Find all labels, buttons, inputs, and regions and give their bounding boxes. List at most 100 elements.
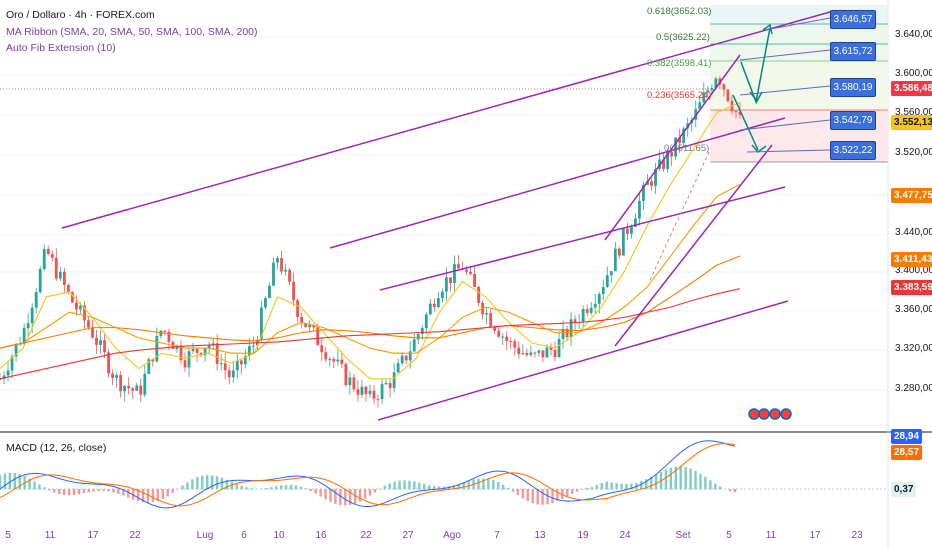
- target-box-3[interactable]: 3.580,19: [830, 78, 876, 97]
- macd-histogram-bar: [437, 486, 441, 490]
- candle-body: [95, 337, 98, 345]
- candle-body: [119, 375, 123, 392]
- legend-macd[interactable]: MACD (12, 26, close): [6, 442, 107, 454]
- legend-fib-ext[interactable]: Auto Fib Extension (10): [6, 42, 116, 54]
- macd-histogram-bar: [709, 480, 712, 490]
- target-box-2[interactable]: 3.615,72: [830, 42, 876, 61]
- macd-histogram-bar: [477, 478, 480, 490]
- price-box-sma200[interactable]: 3.383,59: [891, 280, 932, 295]
- trend-channels[interactable]: [61, 11, 831, 421]
- candle-body: [654, 168, 657, 186]
- macd-histogram-bar: [423, 483, 426, 490]
- candle-body: [58, 271, 62, 279]
- macd-histogram-bar: [349, 489, 352, 505]
- macd-histogram-bar: [383, 485, 386, 490]
- macd-histogram-bar: [62, 489, 66, 496]
- macd-histogram-bar: [551, 489, 554, 504]
- channel-upper-inner: [329, 117, 786, 249]
- candle-body: [70, 292, 74, 303]
- candle-body: [107, 352, 110, 374]
- macd-histogram-bar: [146, 489, 150, 503]
- price-tick: 3.320,00: [895, 343, 932, 354]
- macd-box-signal[interactable]: 28,57: [891, 445, 923, 460]
- event-flags[interactable]: [748, 408, 792, 420]
- candle-body: [505, 336, 509, 342]
- time-tick: 24: [619, 530, 631, 541]
- candle-body: [545, 347, 549, 358]
- candle-body: [493, 326, 497, 331]
- target-box-4[interactable]: 3.542,79: [830, 111, 876, 130]
- ma-line-sma-20: [0, 101, 741, 380]
- macd-histogram-bar: [161, 489, 164, 499]
- price-box-sma100[interactable]: 3.411,43: [891, 252, 932, 267]
- target-box-5[interactable]: 3.522,22: [830, 141, 876, 160]
- candle-body: [613, 248, 617, 272]
- macd-histogram-bar: [299, 486, 303, 490]
- macd-histogram-bar: [205, 475, 209, 490]
- macd-histogram-bar: [97, 489, 100, 491]
- macd-histogram-bar: [181, 485, 184, 490]
- price-tick: 3.560,00: [895, 107, 932, 118]
- candle-body: [666, 152, 670, 169]
- macd-histogram-bar: [215, 476, 219, 490]
- candle-body: [195, 348, 199, 353]
- candle-body: [513, 341, 517, 348]
- candle-body: [420, 328, 424, 335]
- candle-body: [328, 358, 332, 360]
- candle-body: [79, 305, 82, 310]
- legend-symbol[interactable]: Oro / Dollaro · 4h · FOREX.com: [6, 9, 155, 22]
- candle-body: [734, 111, 738, 113]
- projection-arrows[interactable]: [732, 17, 831, 154]
- macd-histogram-bar: [136, 489, 140, 501]
- candle-body: [54, 257, 58, 279]
- macd-histogram-bar: [122, 489, 125, 496]
- macd-histogram-bar: [462, 482, 465, 490]
- macd-histogram-bar: [186, 482, 189, 490]
- macd-histogram-bar: [92, 489, 95, 492]
- macd-histogram-bar: [654, 474, 658, 490]
- macd-histogram-bar: [649, 476, 653, 490]
- macd-box-hist[interactable]: 0,37: [891, 482, 917, 497]
- macd-box-line[interactable]: 28,94: [891, 429, 923, 444]
- candle-body: [440, 291, 444, 299]
- candle-body: [525, 353, 529, 356]
- price-box-sma20[interactable]: 3.552,13: [891, 115, 932, 130]
- candle-body: [380, 384, 384, 400]
- candle-body: [589, 307, 593, 313]
- price-box-current[interactable]: 3.586,48: [891, 81, 932, 96]
- fib-label-500: 0.5(3625.22): [656, 32, 710, 43]
- price-box-sma50[interactable]: 3.477,75: [891, 188, 932, 203]
- macd-histogram-bar: [265, 487, 268, 490]
- candle-body: [187, 351, 191, 368]
- macd-histogram-bar: [610, 482, 613, 490]
- candle-body: [388, 383, 392, 389]
- macd-histogram-bar: [191, 479, 194, 490]
- macd-histogram-bar: [102, 489, 105, 491]
- symbol-title: Oro / Dollaro · 4h · FOREX.com: [6, 9, 155, 21]
- macd-histogram-bar: [541, 489, 544, 505]
- target-box-1[interactable]: 3.646,57: [830, 10, 876, 29]
- candle-body: [163, 330, 167, 332]
- macd-histogram-bar: [358, 489, 362, 502]
- time-tick: 16: [315, 530, 327, 541]
- time-tick: 22: [360, 530, 372, 541]
- macd-histogram-bar: [289, 484, 293, 490]
- candle-body: [678, 137, 682, 143]
- candle-body: [139, 385, 143, 395]
- candle-body: [336, 359, 340, 362]
- candle-body: [569, 319, 573, 338]
- legend-ma-ribbon[interactable]: MA Ribbon (SMA, 20, SMA, 50, SMA, 100, S…: [6, 26, 258, 38]
- candle-body: [469, 271, 472, 274]
- candle-body: [143, 373, 147, 395]
- time-tick: 23: [851, 530, 863, 541]
- candle-body: [207, 345, 211, 349]
- macd-histogram-bar: [82, 489, 86, 494]
- macd-histogram-bar: [506, 487, 510, 490]
- candle-body: [26, 323, 30, 329]
- macd-histogram-bar: [403, 480, 406, 490]
- candle-body: [292, 281, 295, 301]
- candle-body: [617, 248, 621, 256]
- candle-body: [332, 358, 336, 362]
- macd-histogram-bar: [210, 475, 214, 490]
